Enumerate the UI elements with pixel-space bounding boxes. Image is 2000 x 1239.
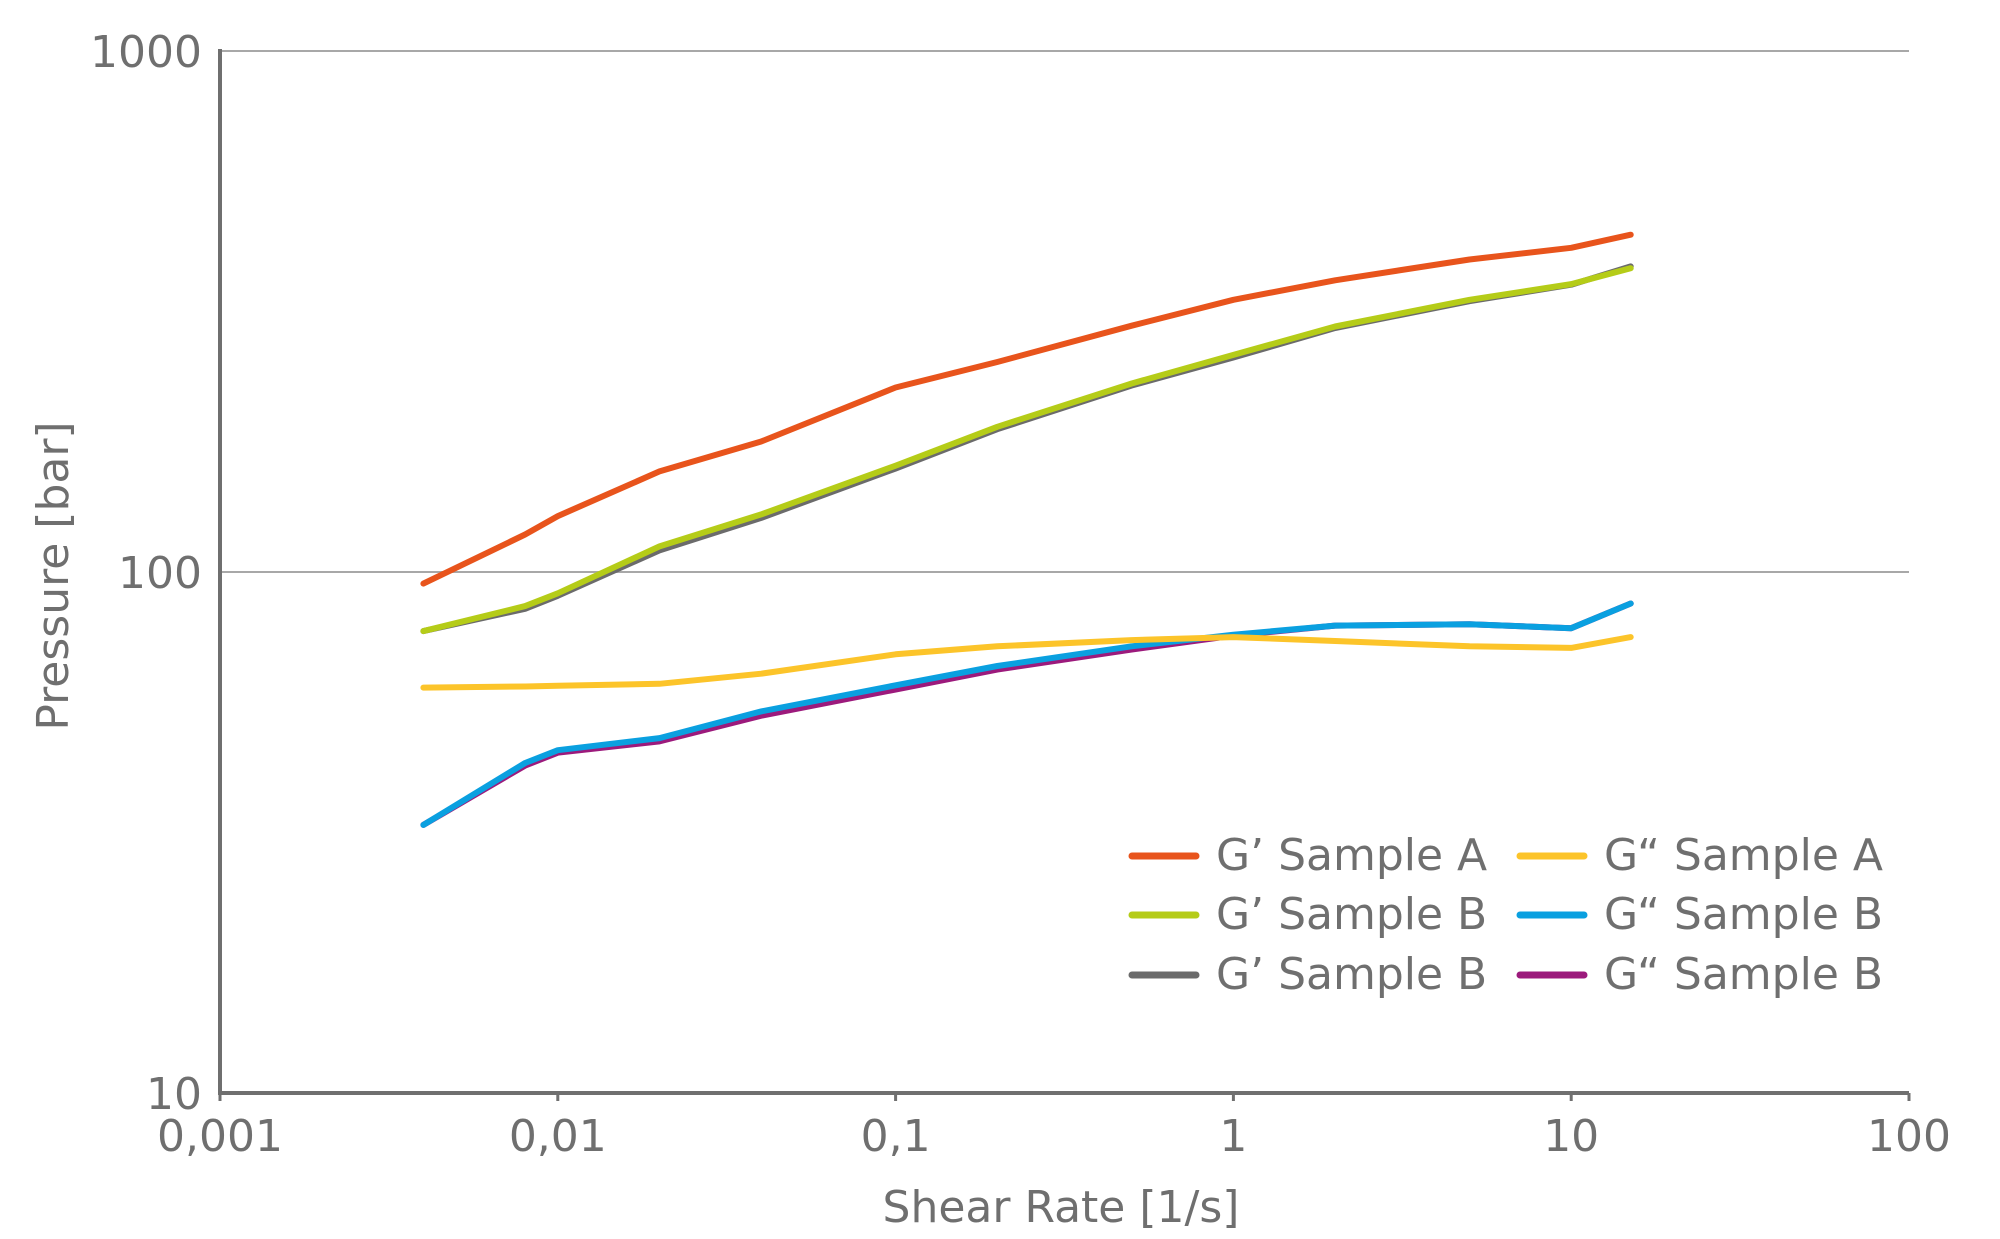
series-line <box>420 231 1634 587</box>
legend-label: G“ Sample B <box>1604 949 1883 1000</box>
series-line <box>420 263 1634 635</box>
y-axis-title: Pressure [bar] <box>28 421 79 730</box>
y-tick-label: 100 <box>118 548 202 599</box>
legend-label: G“ Sample B <box>1604 889 1883 940</box>
legend-label: G’ Sample B <box>1216 889 1487 940</box>
series-line <box>420 265 1634 635</box>
x-tick-label: 10 <box>1543 1111 1599 1162</box>
legend-label: G’ Sample A <box>1216 830 1487 881</box>
series-line <box>420 600 1634 828</box>
x-tick-label: 0,1 <box>861 1111 931 1162</box>
legend-label: G“ Sample A <box>1604 830 1883 881</box>
series-line <box>420 600 1634 828</box>
legend-label: G’ Sample B <box>1216 949 1487 1000</box>
y-tick-label: 1000 <box>90 27 202 78</box>
x-tick-label: 0,001 <box>157 1111 283 1162</box>
x-axis-title: Shear Rate [1/s] <box>883 1182 1240 1233</box>
x-tick-label: 1 <box>1219 1111 1247 1162</box>
x-tick-label: 100 <box>1867 1111 1951 1162</box>
x-tick-label: 0,01 <box>509 1111 607 1162</box>
series-line <box>420 634 1634 691</box>
y-tick-label: 10 <box>146 1069 202 1120</box>
